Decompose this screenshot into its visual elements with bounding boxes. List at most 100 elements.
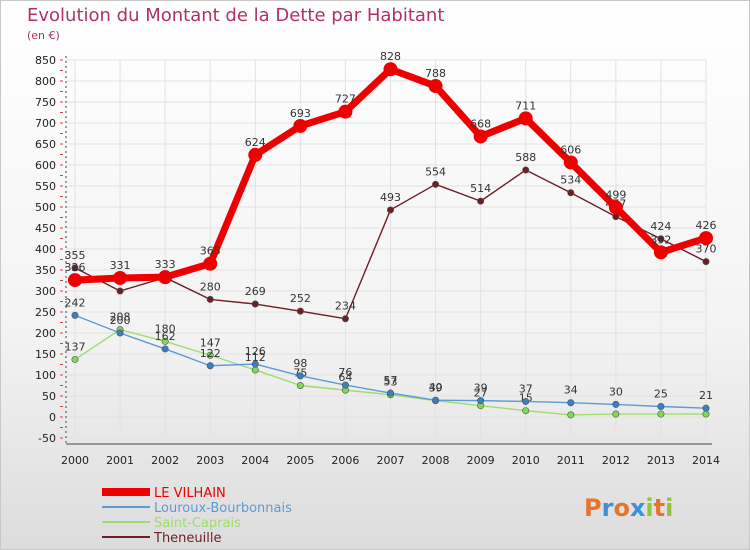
data-point (158, 270, 173, 285)
data-point (206, 362, 214, 370)
data-point (296, 372, 304, 380)
data-label: 242 (65, 296, 86, 309)
y-tick-label: 150 (35, 348, 56, 361)
data-label: 668 (470, 117, 491, 130)
x-tick-label: 2012 (602, 454, 630, 467)
data-label: 30 (609, 385, 623, 398)
x-tick-label: 2011 (557, 454, 585, 467)
y-tick-label: 450 (35, 222, 56, 235)
data-point (383, 62, 398, 77)
data-label: 534 (560, 174, 581, 187)
data-label: 137 (65, 340, 86, 353)
data-point (612, 410, 620, 418)
y-tick-label: 800 (35, 75, 56, 88)
data-point (473, 129, 488, 144)
data-point (612, 400, 620, 408)
data-label: 76 (338, 366, 352, 379)
data-point (338, 104, 353, 119)
x-tick-label: 2013 (647, 454, 675, 467)
data-label: 280 (200, 280, 221, 293)
data-point (477, 397, 485, 405)
data-label: 588 (515, 151, 536, 164)
x-tick-label: 2002 (151, 454, 179, 467)
data-point (608, 200, 623, 215)
data-label: 326 (65, 261, 86, 274)
data-point (386, 389, 394, 397)
data-point (702, 410, 710, 418)
y-tick-label: 50 (42, 390, 56, 403)
data-point (522, 166, 530, 174)
data-label: 27 (474, 387, 488, 400)
proxiti-logo: Proxiti (584, 494, 673, 522)
data-label: 711 (515, 99, 536, 112)
data-point (116, 287, 124, 295)
data-point (161, 337, 169, 345)
x-tick-label: 2014 (692, 454, 720, 467)
data-point (68, 273, 82, 288)
data-point (251, 360, 259, 368)
data-point (702, 258, 710, 266)
data-label: 493 (380, 191, 401, 204)
data-label: 40 (429, 381, 443, 394)
data-label: 162 (155, 330, 176, 343)
data-label: 122 (200, 347, 221, 360)
data-point (518, 111, 533, 126)
x-tick-label: 2010 (512, 454, 540, 467)
y-tick-label: 250 (35, 306, 56, 319)
data-point (296, 381, 304, 389)
data-label: 554 (425, 165, 446, 178)
data-point (657, 402, 665, 410)
data-label: 365 (200, 245, 221, 258)
data-label: 370 (696, 243, 717, 256)
data-point (293, 118, 308, 133)
data-label: 333 (155, 258, 176, 271)
data-label: 37 (519, 382, 533, 395)
data-label: 200 (110, 314, 131, 327)
data-label: 788 (425, 67, 446, 80)
y-tick-label: 650 (35, 138, 56, 151)
data-point (71, 311, 79, 319)
x-tick-label: 2009 (467, 454, 495, 467)
logo-letter: r (602, 494, 614, 522)
data-point (116, 329, 124, 337)
data-point (699, 231, 713, 246)
data-label: 147 (200, 336, 221, 349)
data-point (341, 315, 349, 323)
data-point (251, 366, 259, 374)
y-tick-label: 200 (35, 327, 56, 340)
logo-letter: x (630, 494, 646, 522)
y-tick-label: -50 (38, 432, 56, 445)
x-tick-label: 2004 (241, 454, 269, 467)
data-label: 208 (110, 311, 131, 324)
data-point (386, 206, 394, 214)
data-point (251, 300, 259, 308)
logo-letter: i (665, 494, 673, 522)
data-point (161, 345, 169, 353)
grid-lines (66, 59, 707, 439)
x-tick-label: 2001 (106, 454, 134, 467)
data-label: 828 (380, 50, 401, 63)
data-point (702, 404, 710, 412)
data-point (113, 270, 128, 285)
data-label: 25 (654, 388, 668, 401)
data-label: 424 (650, 220, 671, 233)
data-point (206, 351, 214, 359)
data-point (432, 180, 440, 188)
y-tick-label: 100 (35, 369, 56, 382)
legend-label: Theneuille (153, 531, 222, 546)
data-label: 426 (696, 219, 717, 232)
legend: LE VILHAINLouroux-BourbonnaisSaint-Capra… (102, 486, 292, 546)
data-point (567, 411, 575, 419)
y-tick-label: 0 (49, 411, 56, 424)
data-label: 34 (564, 384, 578, 397)
data-point (206, 295, 214, 303)
data-point (428, 79, 443, 94)
y-tick-label: 750 (35, 96, 56, 109)
data-point (71, 355, 79, 363)
data-label: 693 (290, 107, 311, 120)
data-label: 499 (605, 188, 626, 201)
logo-letter: t (654, 494, 665, 522)
data-label: 252 (290, 292, 311, 305)
data-label: 180 (155, 322, 176, 335)
x-tick-label: 2007 (377, 454, 405, 467)
